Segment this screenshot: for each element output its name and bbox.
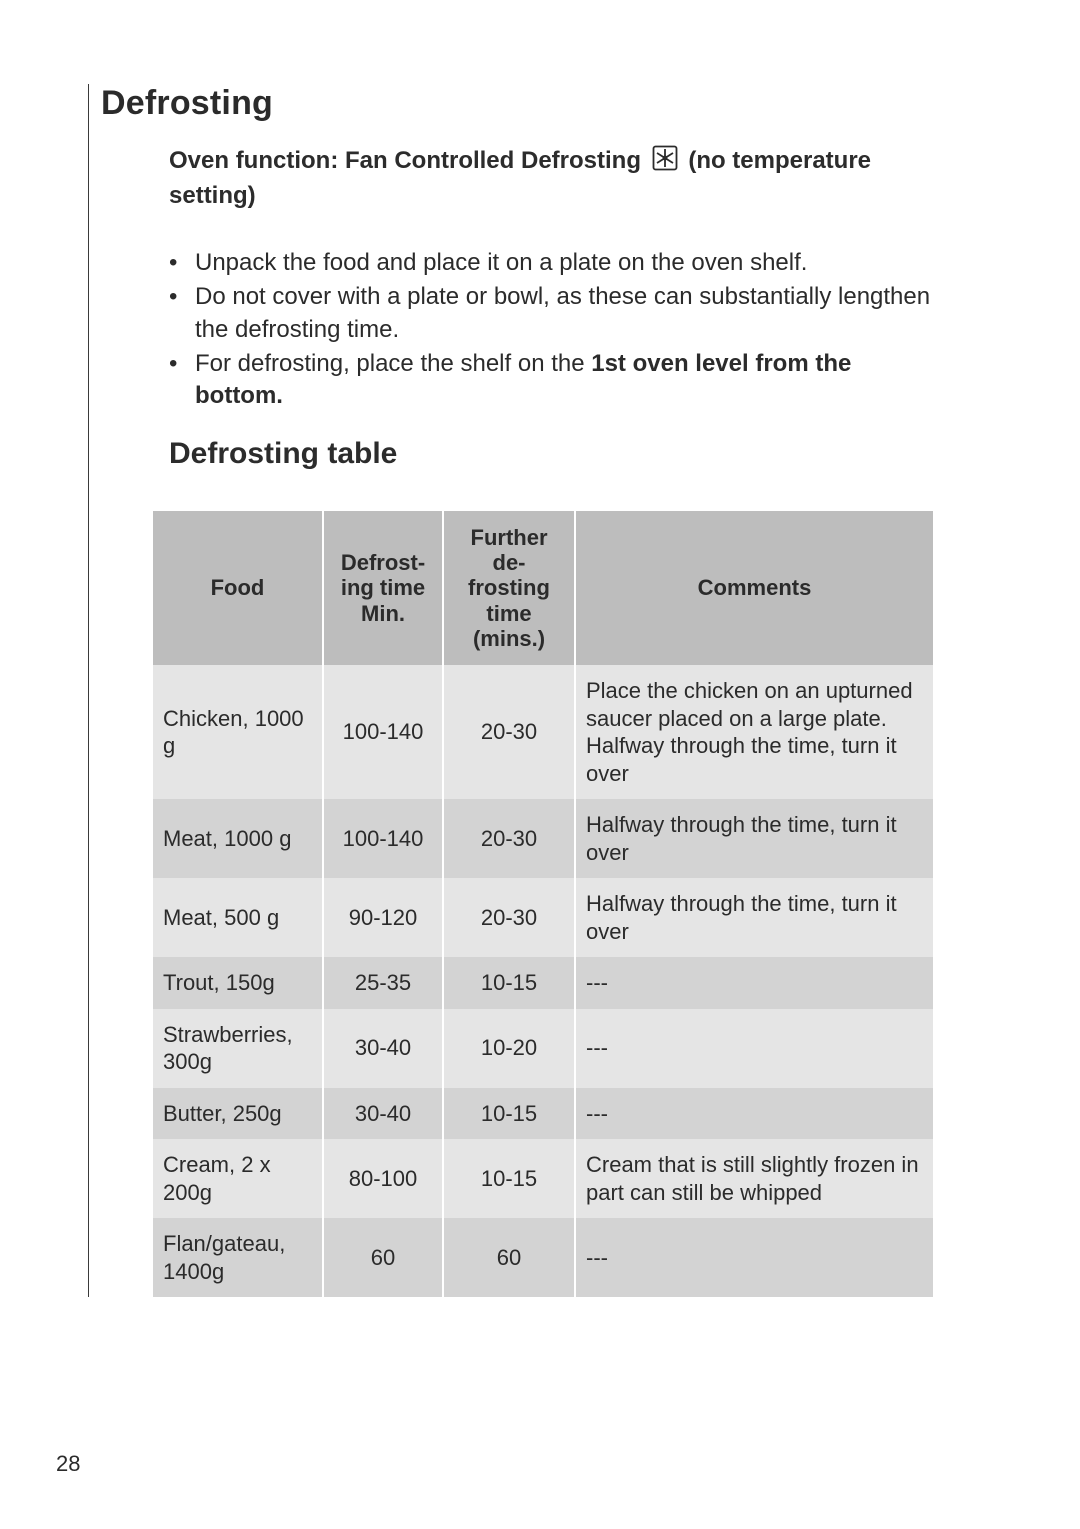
- page-number: 28: [56, 1451, 80, 1477]
- cell-further-time: 20-30: [443, 665, 575, 799]
- col-further-time: Further de- frosting time (mins.): [443, 511, 575, 665]
- cell-comments: Place the chicken on an upturned saucer …: [575, 665, 933, 799]
- cell-food: Cream, 2 x 200g: [153, 1139, 323, 1218]
- bullet-icon: •: [169, 247, 177, 279]
- cell-food: Trout, 150g: [153, 957, 323, 1009]
- cell-defrost-time: 90-120: [323, 878, 443, 957]
- table-heading: Defrosting table: [169, 437, 948, 471]
- defrost-icon: [652, 145, 678, 180]
- col-defrost-time: Defrost- ing time Min.: [323, 511, 443, 665]
- list-item: • For defrosting, place the shelf on the…: [169, 348, 940, 413]
- th-line: frosting: [468, 575, 550, 600]
- cell-defrost-time: 100-140: [323, 799, 443, 878]
- subheading-pre: Oven function: Fan Controlled Defrosting: [169, 147, 641, 174]
- page-content: Defrosting Oven function: Fan Controlled…: [88, 84, 948, 1297]
- cell-comments: ---: [575, 957, 933, 1009]
- cell-food: Butter, 250g: [153, 1088, 323, 1140]
- table-row: Strawberries, 300g30-4010-20---: [153, 1009, 933, 1088]
- th-line: time (mins.): [473, 601, 545, 651]
- cell-defrost-time: 30-40: [323, 1009, 443, 1088]
- cell-further-time: 10-15: [443, 1088, 575, 1140]
- bullet-icon: •: [169, 348, 177, 380]
- table-row: Trout, 150g25-3510-15---: [153, 957, 933, 1009]
- list-item: • Unpack the food and place it on a plat…: [169, 247, 940, 279]
- table-row: Flan/gateau, 1400g6060---: [153, 1218, 933, 1297]
- defrosting-table: Food Defrost- ing time Min. Further de- …: [153, 511, 933, 1297]
- cell-further-time: 10-20: [443, 1009, 575, 1088]
- th-line: Defrost-: [341, 550, 425, 575]
- instruction-list: • Unpack the food and place it on a plat…: [169, 247, 940, 413]
- list-item: • Do not cover with a plate or bowl, as …: [169, 281, 940, 346]
- oven-function-line: Oven function: Fan Controlled Defrosting…: [169, 145, 940, 213]
- cell-comments: Cream that is still slightly frozen in p…: [575, 1139, 933, 1218]
- cell-comments: ---: [575, 1088, 933, 1140]
- bullet-icon: •: [169, 281, 177, 313]
- cell-comments: ---: [575, 1009, 933, 1088]
- th-line: ing time: [341, 575, 425, 600]
- col-food: Food: [153, 511, 323, 665]
- table-row: Meat, 1000 g100-14020-30Halfway through …: [153, 799, 933, 878]
- cell-defrost-time: 60: [323, 1218, 443, 1297]
- table-header-row: Food Defrost- ing time Min. Further de- …: [153, 511, 933, 665]
- cell-defrost-time: 80-100: [323, 1139, 443, 1218]
- cell-further-time: 20-30: [443, 878, 575, 957]
- table-row: Butter, 250g30-4010-15---: [153, 1088, 933, 1140]
- cell-further-time: 10-15: [443, 1139, 575, 1218]
- section-heading: Defrosting: [101, 84, 948, 123]
- cell-further-time: 10-15: [443, 957, 575, 1009]
- cell-comments: ---: [575, 1218, 933, 1297]
- table-body: Chicken, 1000 g100-14020-30Place the chi…: [153, 665, 933, 1297]
- cell-further-time: 20-30: [443, 799, 575, 878]
- table-row: Chicken, 1000 g100-14020-30Place the chi…: [153, 665, 933, 799]
- cell-comments: Halfway through the time, turn it over: [575, 799, 933, 878]
- cell-food: Strawberries, 300g: [153, 1009, 323, 1088]
- list-text-pre: For defrosting, place the shelf on the: [195, 350, 591, 377]
- cell-further-time: 60: [443, 1218, 575, 1297]
- cell-food: Meat, 500 g: [153, 878, 323, 957]
- cell-food: Chicken, 1000 g: [153, 665, 323, 799]
- cell-defrost-time: 30-40: [323, 1088, 443, 1140]
- table-row: Cream, 2 x 200g80-10010-15Cream that is …: [153, 1139, 933, 1218]
- cell-defrost-time: 25-35: [323, 957, 443, 1009]
- cell-defrost-time: 100-140: [323, 665, 443, 799]
- col-comments: Comments: [575, 511, 933, 665]
- cell-food: Meat, 1000 g: [153, 799, 323, 878]
- cell-comments: Halfway through the time, turn it over: [575, 878, 933, 957]
- list-text: Unpack the food and place it on a plate …: [195, 249, 807, 276]
- table-row: Meat, 500 g90-12020-30Halfway through th…: [153, 878, 933, 957]
- list-text: Do not cover with a plate or bowl, as th…: [195, 283, 930, 342]
- cell-food: Flan/gateau, 1400g: [153, 1218, 323, 1297]
- th-line: Further de-: [471, 525, 548, 575]
- th-line: Min.: [361, 601, 405, 626]
